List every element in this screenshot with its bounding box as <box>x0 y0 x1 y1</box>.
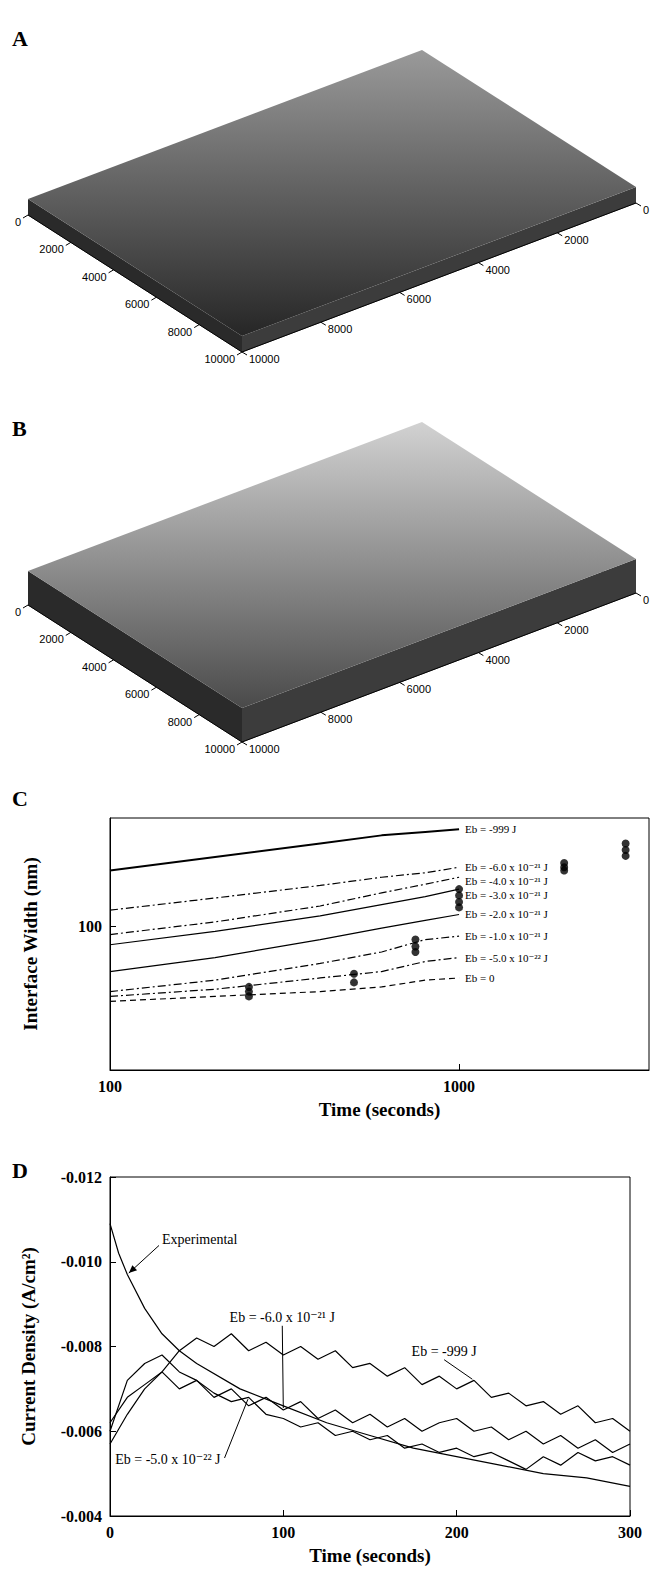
svg-text:2000: 2000 <box>39 633 63 645</box>
svg-text:Eb = -999 J: Eb = -999 J <box>412 1344 478 1359</box>
svg-text:Interface Width (nm): Interface Width (nm) <box>20 857 42 1030</box>
svg-text:Eb = -5.0 x 10⁻²² J: Eb = -5.0 x 10⁻²² J <box>115 1452 221 1467</box>
svg-text:0: 0 <box>15 216 21 228</box>
svg-text:10000: 10000 <box>249 353 280 365</box>
svg-text:Eb = -4.0 x 10⁻²¹ J: Eb = -4.0 x 10⁻²¹ J <box>465 875 548 887</box>
svg-text:8000: 8000 <box>328 713 352 725</box>
svg-text:Eb = -3.0 x 10⁻²¹ J: Eb = -3.0 x 10⁻²¹ J <box>465 889 548 901</box>
svg-text:0: 0 <box>643 594 649 606</box>
svg-text:Eb = -2.0 x 10⁻²¹ J: Eb = -2.0 x 10⁻²¹ J <box>465 908 548 920</box>
svg-text:0: 0 <box>15 606 21 618</box>
svg-text:8000: 8000 <box>328 323 352 335</box>
html-text:D: D <box>12 1158 28 1183</box>
svg-text:2000: 2000 <box>564 234 588 246</box>
svg-text:10000: 10000 <box>249 743 280 755</box>
svg-text:-0.004: -0.004 <box>61 1508 102 1525</box>
svg-text:Time (seconds): Time (seconds) <box>309 1545 431 1567</box>
svg-text:Eb = 0: Eb = 0 <box>465 972 495 984</box>
svg-text:6000: 6000 <box>125 298 149 310</box>
svg-text:Current Density (A/cm²): Current Density (A/cm²) <box>18 1247 40 1445</box>
svg-text:6000: 6000 <box>125 688 149 700</box>
svg-text:4000: 4000 <box>82 271 106 283</box>
svg-text:100: 100 <box>98 1078 122 1095</box>
svg-text:0: 0 <box>106 1524 114 1541</box>
svg-text:-0.008: -0.008 <box>61 1338 102 1355</box>
svg-text:8000: 8000 <box>168 716 192 728</box>
html-text:B: B <box>12 416 27 441</box>
svg-text:2000: 2000 <box>564 624 588 636</box>
svg-text:-0.010: -0.010 <box>61 1253 102 1270</box>
svg-text:10000: 10000 <box>204 353 235 365</box>
svg-text:8000: 8000 <box>168 326 192 338</box>
svg-text:200: 200 <box>445 1524 469 1541</box>
svg-text:Eb = -1.0 x 10⁻²¹ J: Eb = -1.0 x 10⁻²¹ J <box>465 930 548 942</box>
svg-text:Eb = -6.0 x 10⁻²¹ J: Eb = -6.0 x 10⁻²¹ J <box>465 861 548 873</box>
svg-text:-0.006: -0.006 <box>61 1423 102 1440</box>
svg-text:10000: 10000 <box>204 743 235 755</box>
svg-text:1000: 1000 <box>443 1078 475 1095</box>
svg-text:4000: 4000 <box>485 654 509 666</box>
svg-text:Eb = -999 J: Eb = -999 J <box>465 823 517 835</box>
svg-text:100: 100 <box>78 918 102 935</box>
svg-text:Eb = -6.0 x 10⁻²¹ J: Eb = -6.0 x 10⁻²¹ J <box>230 1310 336 1325</box>
svg-text:4000: 4000 <box>485 264 509 276</box>
svg-text:Time (seconds): Time (seconds) <box>319 1099 441 1121</box>
svg-text:-0.012: -0.012 <box>61 1169 102 1186</box>
svg-text:300: 300 <box>618 1524 642 1541</box>
svg-text:4000: 4000 <box>82 661 106 673</box>
svg-text:0: 0 <box>643 204 649 216</box>
svg-text:100: 100 <box>271 1524 295 1541</box>
html-text:A: A <box>12 26 28 51</box>
svg-text:Experimental: Experimental <box>162 1232 238 1247</box>
svg-text:2000: 2000 <box>39 243 63 255</box>
svg-text:6000: 6000 <box>407 683 431 695</box>
html-text:C: C <box>12 786 28 811</box>
svg-text:Eb = -5.0 x 10⁻²² J: Eb = -5.0 x 10⁻²² J <box>465 952 548 964</box>
svg-text:6000: 6000 <box>407 293 431 305</box>
